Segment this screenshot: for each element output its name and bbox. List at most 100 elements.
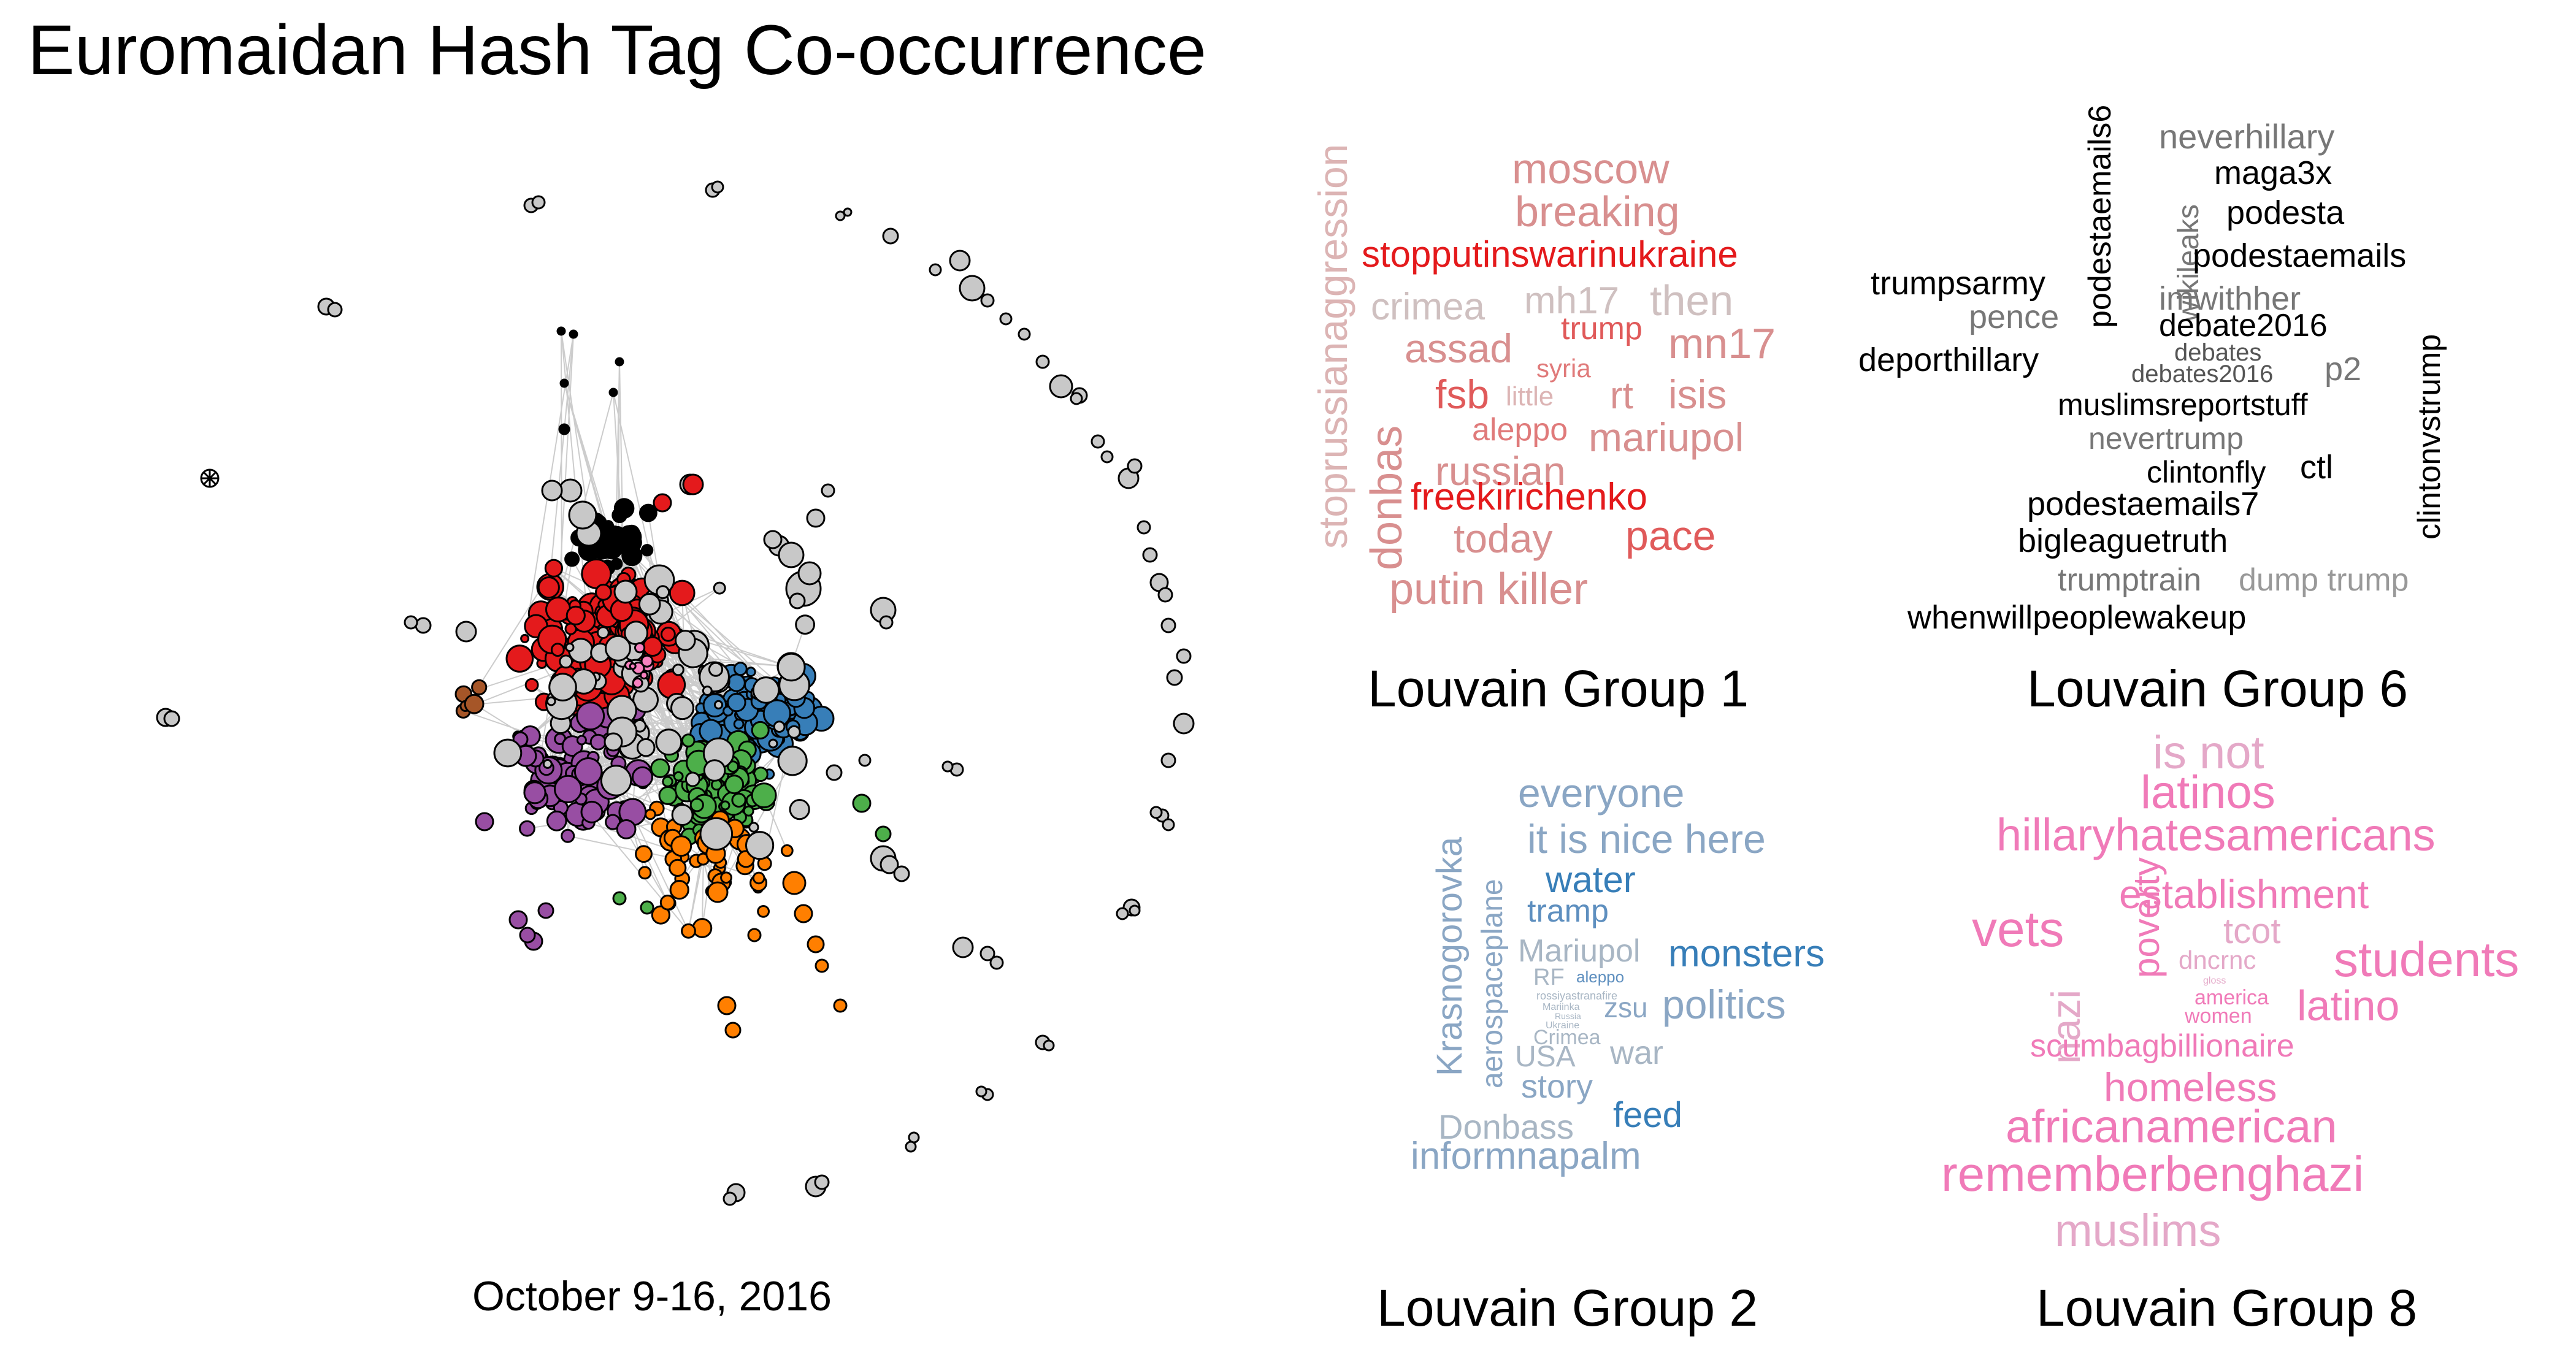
network-node	[875, 825, 892, 843]
cloud-word: podesta	[2226, 194, 2345, 231]
network-node	[752, 676, 780, 704]
cloud-word: debate2016	[2159, 308, 2328, 343]
network-node	[773, 720, 786, 733]
network-node	[733, 662, 748, 676]
cloud-word: informnapalm	[1411, 1135, 1641, 1177]
network-node	[1176, 648, 1192, 664]
cloud-word: moscow	[1512, 145, 1669, 193]
network-node	[880, 855, 899, 874]
network-node	[713, 700, 724, 710]
network-node	[975, 1085, 987, 1098]
network-node	[580, 800, 604, 824]
cloud-word: establishment	[2119, 871, 2369, 917]
network-node	[670, 835, 692, 857]
network-node	[763, 530, 783, 549]
network-node	[1166, 669, 1183, 686]
group-1-title: Louvain Group 1	[1368, 660, 1749, 717]
network-node	[989, 955, 1004, 970]
network-node	[806, 508, 826, 528]
network-node	[789, 592, 806, 610]
cloud-word: fsb	[1435, 372, 1490, 417]
network-node	[519, 927, 536, 944]
network-node	[776, 652, 806, 682]
group-6-title: Louvain Group 6	[2027, 660, 2409, 717]
cloud-word: rossiyastranafire	[1536, 990, 1618, 1002]
cloud-word: trumpsarmy	[1871, 265, 2046, 302]
network-node	[537, 576, 560, 599]
network-node	[640, 671, 648, 680]
network-node	[471, 679, 488, 695]
cloud-word: rnc	[2220, 946, 2256, 974]
network-node	[638, 866, 652, 880]
cloud-word: war	[1610, 1034, 1664, 1071]
cloud-word: monsters	[1668, 933, 1825, 975]
network-node	[565, 643, 575, 652]
network-node	[520, 633, 530, 643]
network-node	[523, 781, 546, 804]
cloud-word: mariupol	[1589, 415, 1744, 460]
network-node	[662, 776, 673, 787]
network-node	[561, 828, 575, 843]
network-node	[780, 844, 794, 857]
network-node	[794, 904, 813, 923]
network-node	[1100, 450, 1114, 464]
cloud-word: gloss	[2203, 976, 2226, 986]
cloud-word: ctl	[2300, 449, 2333, 486]
network-node	[576, 735, 587, 746]
network-node	[415, 617, 432, 634]
network-node	[720, 800, 730, 811]
network-node	[542, 759, 553, 769]
cloud-word: homeless	[2104, 1064, 2277, 1110]
network-node	[493, 738, 523, 768]
network-node	[843, 207, 853, 217]
network-node	[556, 326, 566, 336]
cloud-word: stoprussianaggression	[1310, 143, 1355, 549]
network-node	[1149, 806, 1163, 819]
cloud-word: trumptrain	[2058, 562, 2202, 598]
cloud-word: today	[1454, 516, 1553, 561]
network-node	[661, 627, 676, 642]
network-node	[1137, 520, 1151, 535]
network-node	[681, 923, 696, 939]
cloud-word: mn17	[1668, 319, 1776, 367]
network-node	[508, 910, 528, 930]
network-node	[821, 483, 835, 498]
cloud-word: rememberbenghazi	[1941, 1147, 2364, 1201]
cloud-word: USA	[1515, 1041, 1576, 1073]
network-node	[979, 946, 995, 961]
network-node	[778, 541, 805, 568]
cloud-word: p2	[2325, 351, 2362, 388]
cloud-word: poverty	[2126, 857, 2167, 978]
network-node	[640, 900, 654, 915]
cloud-word: putin killer	[1389, 565, 1589, 614]
network-node	[733, 718, 745, 730]
network-node	[615, 357, 624, 367]
network-node	[404, 615, 418, 630]
cloud-word: latino	[2297, 982, 2400, 1030]
cloud-word: syria	[1536, 354, 1591, 383]
network-node	[559, 654, 573, 669]
network-node	[752, 871, 765, 885]
network-node	[475, 812, 494, 831]
network-node	[703, 759, 726, 782]
network-node	[768, 738, 778, 749]
cloud-word: muslimsreportstuff	[2058, 388, 2308, 422]
cloud-word: maga3x	[2214, 155, 2333, 191]
network-node	[1157, 587, 1173, 603]
network-node	[559, 378, 569, 388]
network-node	[672, 663, 684, 676]
network-node	[605, 635, 631, 662]
cloud-word: muslims	[2055, 1205, 2221, 1256]
cloud-word: little	[1506, 381, 1554, 411]
cloud-word: water	[1546, 859, 1636, 900]
network-node	[1035, 354, 1050, 369]
network-node	[640, 544, 654, 557]
network-node	[833, 998, 848, 1013]
network-node	[1116, 907, 1129, 920]
network-node	[659, 895, 676, 911]
cloud-word: imwithher	[2159, 280, 2301, 317]
network-node	[727, 760, 739, 773]
network-node	[568, 500, 597, 530]
network-node	[929, 263, 942, 277]
network-node-spoke	[209, 472, 217, 480]
